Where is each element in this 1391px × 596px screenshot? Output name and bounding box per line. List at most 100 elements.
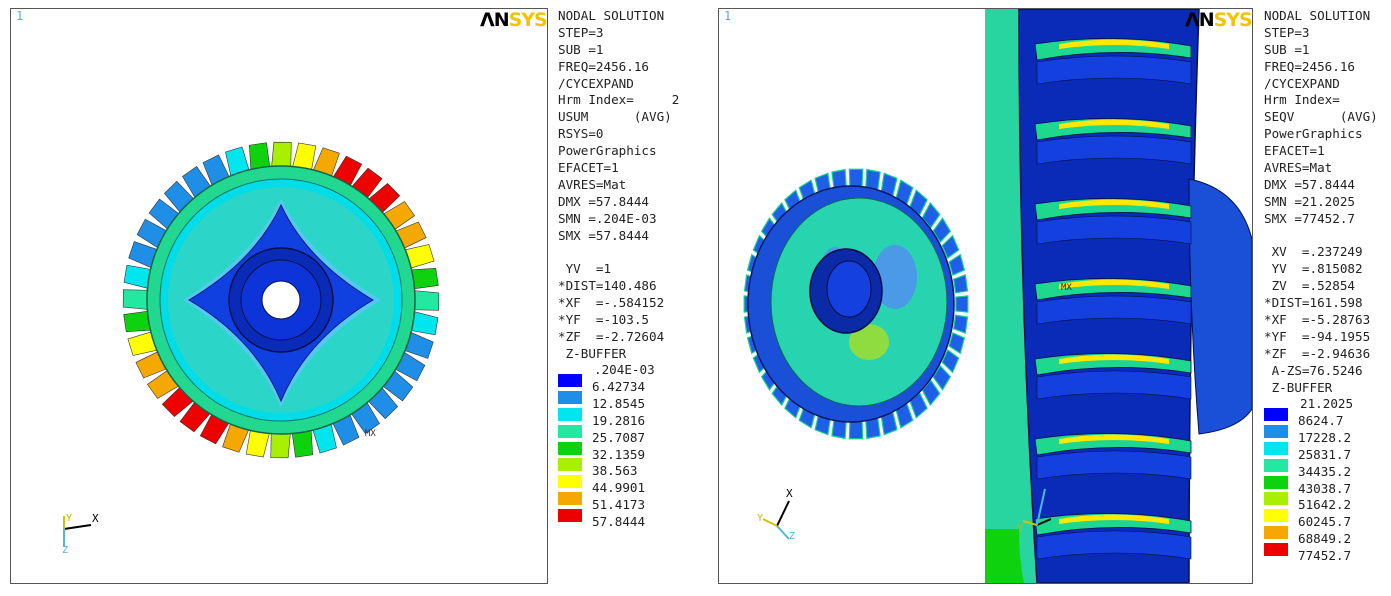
right-legend-min-label: 21.2025 xyxy=(1300,396,1354,411)
right-solution-info: NODAL SOLUTION STEP=3 SUB =1 FREQ=2456.16/C… xyxy=(1264,8,1378,396)
right-zoom-tooth-flank xyxy=(1036,215,1192,245)
left-info-line: EFACET=1 xyxy=(558,160,619,176)
right-info-line: *XF =-5.28763 xyxy=(1264,312,1371,328)
left-triad-y-label: Y xyxy=(66,513,72,524)
right-zoom-tooth-hotspot xyxy=(1059,119,1169,129)
right-legend-label: 8624.7 xyxy=(1298,412,1344,428)
right-zoom-tooth-flank xyxy=(1036,370,1192,400)
right-result-panel: MX X Y Z Y 1 ΛNSYS NODAL SOLUTION STEP=3 S… xyxy=(718,8,1384,584)
left-max-marker: MX xyxy=(365,429,376,439)
left-legend-swatch xyxy=(558,424,582,438)
left-info-line: RSYS=0 xyxy=(558,126,604,142)
left-legend-swatch xyxy=(558,407,582,421)
right-zoom-tooth-hotspot xyxy=(1059,434,1169,444)
right-legend-label: 43038.7 xyxy=(1298,480,1352,496)
left-triad-z-label: Z xyxy=(62,545,68,556)
left-legend-label: 38.563 xyxy=(592,463,638,479)
right-info-line: STEP=3 xyxy=(1264,24,1310,40)
right-small-gear-tooth xyxy=(932,364,952,391)
right-zoom-web-highlight xyxy=(985,529,1024,583)
right-info-line: NODAL SOLUTION xyxy=(1264,8,1371,23)
right-info-line: XV =.237249 xyxy=(1264,244,1363,260)
right-zoom-tooth-flank xyxy=(1036,450,1192,480)
right-info-line: Hrm Index= xyxy=(1264,92,1340,108)
right-info-line xyxy=(1264,228,1378,245)
right-info-line: YV =.815082 xyxy=(1264,261,1363,277)
right-ansys-logo: ΛNSYS xyxy=(1185,9,1252,31)
right-info-line: /CYCEXPAND xyxy=(1264,75,1340,91)
right-zoom-tooth-flank xyxy=(1036,295,1192,325)
right-zoom-tooth-hotspot xyxy=(1059,514,1169,524)
right-small-gear-patch xyxy=(873,245,917,309)
left-info-line: SMX =57.8444 xyxy=(558,227,649,243)
left-info-line: *ZF =-2.72604 xyxy=(558,328,665,344)
left-legend-swatch xyxy=(558,441,582,455)
left-legend-swatch xyxy=(558,509,582,523)
left-viewport-number: 1 xyxy=(16,9,24,23)
left-info-line: NODAL SOLUTION xyxy=(558,8,665,23)
right-zoom-gear-teeth xyxy=(1034,38,1192,560)
left-legend-label: 19.2816 xyxy=(592,412,646,428)
left-info-line: YV =1 xyxy=(558,261,612,277)
right-legend-label: 17228.2 xyxy=(1298,429,1352,445)
right-legend-swatch xyxy=(1264,458,1288,472)
left-legend-swatch xyxy=(558,475,582,489)
right-triad-z-label: Z xyxy=(789,531,795,542)
left-info-line: *YF =-103.5 xyxy=(558,312,649,328)
right-small-gear-tooth xyxy=(941,234,960,259)
right-legend-swatch xyxy=(1264,543,1288,557)
right-legend-label: 68849.2 xyxy=(1298,531,1352,547)
left-ansys-logo: ΛNSYS xyxy=(480,9,547,31)
left-legend-swatch xyxy=(558,390,582,404)
right-legend-swatch xyxy=(1264,509,1288,523)
right-legend-swatch xyxy=(1264,526,1288,540)
right-info-line: A-ZS=76.5246 xyxy=(1264,362,1363,378)
right-info-line: FREQ=2456.16 xyxy=(1264,58,1355,74)
left-legend-label: 57.8444 xyxy=(592,514,646,530)
right-small-gear-tooth xyxy=(932,217,952,244)
left-shaft-bore xyxy=(261,280,301,320)
left-legend-label: 12.8545 xyxy=(592,395,646,411)
left-graphics-viewport[interactable]: MX Y X Z 1 ΛNSYS xyxy=(10,8,548,584)
right-graphics-viewport[interactable]: MX X Y Z Y 1 ΛNSYS xyxy=(718,8,1253,584)
left-axis-triad: Y X Z xyxy=(62,512,99,556)
left-legend-label: 51.4173 xyxy=(592,497,646,513)
left-info-line: AVRES=Mat xyxy=(558,176,627,192)
left-info-line: PowerGraphics xyxy=(558,143,657,159)
right-info-line: ZV =.52854 xyxy=(1264,278,1355,294)
right-small-gear-tooth xyxy=(952,274,969,294)
left-info-line: SUB =1 xyxy=(558,41,604,57)
left-info-line: STEP=3 xyxy=(558,24,604,40)
right-legend-swatch xyxy=(1264,475,1288,489)
right-legend-label: 34435.2 xyxy=(1298,463,1352,479)
right-triad-x-label: X xyxy=(786,487,793,500)
right-zoom-tooth-flank xyxy=(1036,530,1192,560)
left-legend-swatch xyxy=(558,492,582,506)
right-small-gear-tooth xyxy=(948,253,966,276)
right-small-gear-patch xyxy=(849,324,889,360)
right-small-gear-tooth xyxy=(948,332,966,355)
right-info-line: DMX =57.8444 xyxy=(1264,176,1355,192)
right-info-line: EFACET=1 xyxy=(1264,143,1325,159)
right-zoom-triad-y-label: Y xyxy=(1017,523,1023,534)
right-legend-label: 60245.7 xyxy=(1298,514,1352,530)
left-gear-contour-plot: MX Y X Z xyxy=(62,141,440,556)
right-small-gear-tooth xyxy=(941,349,960,374)
right-info-line: SMN =21.2025 xyxy=(1264,193,1355,209)
left-solution-info: NODAL SOLUTION STEP=3 SUB =1 FREQ=2456.16/C… xyxy=(558,8,679,363)
right-info-line: SUB =1 xyxy=(1264,41,1310,57)
left-info-line xyxy=(558,244,679,261)
right-small-gear-bore xyxy=(826,260,872,318)
left-info-line: SMN =.204E-03 xyxy=(558,210,657,226)
left-result-panel: MX Y X Z 1 ΛNSYS NODAL SOLUTION STEP=3 SUB… xyxy=(10,8,699,584)
left-legend-label: 44.9901 xyxy=(592,480,646,496)
left-legend-swatch xyxy=(558,458,582,472)
right-info-line: *YF =-94.1955 xyxy=(1264,328,1371,344)
right-info-line: *ZF =-2.94636 xyxy=(1264,345,1371,361)
left-info-line: *XF =-.584152 xyxy=(558,295,665,311)
right-legend-label: 77452.7 xyxy=(1298,548,1352,564)
left-info-line: /CYCEXPAND xyxy=(558,75,634,91)
right-small-gear-tooth xyxy=(952,314,969,334)
right-zoom-tooth-hotspot xyxy=(1059,354,1169,364)
right-legend-label: 25831.7 xyxy=(1298,446,1352,462)
